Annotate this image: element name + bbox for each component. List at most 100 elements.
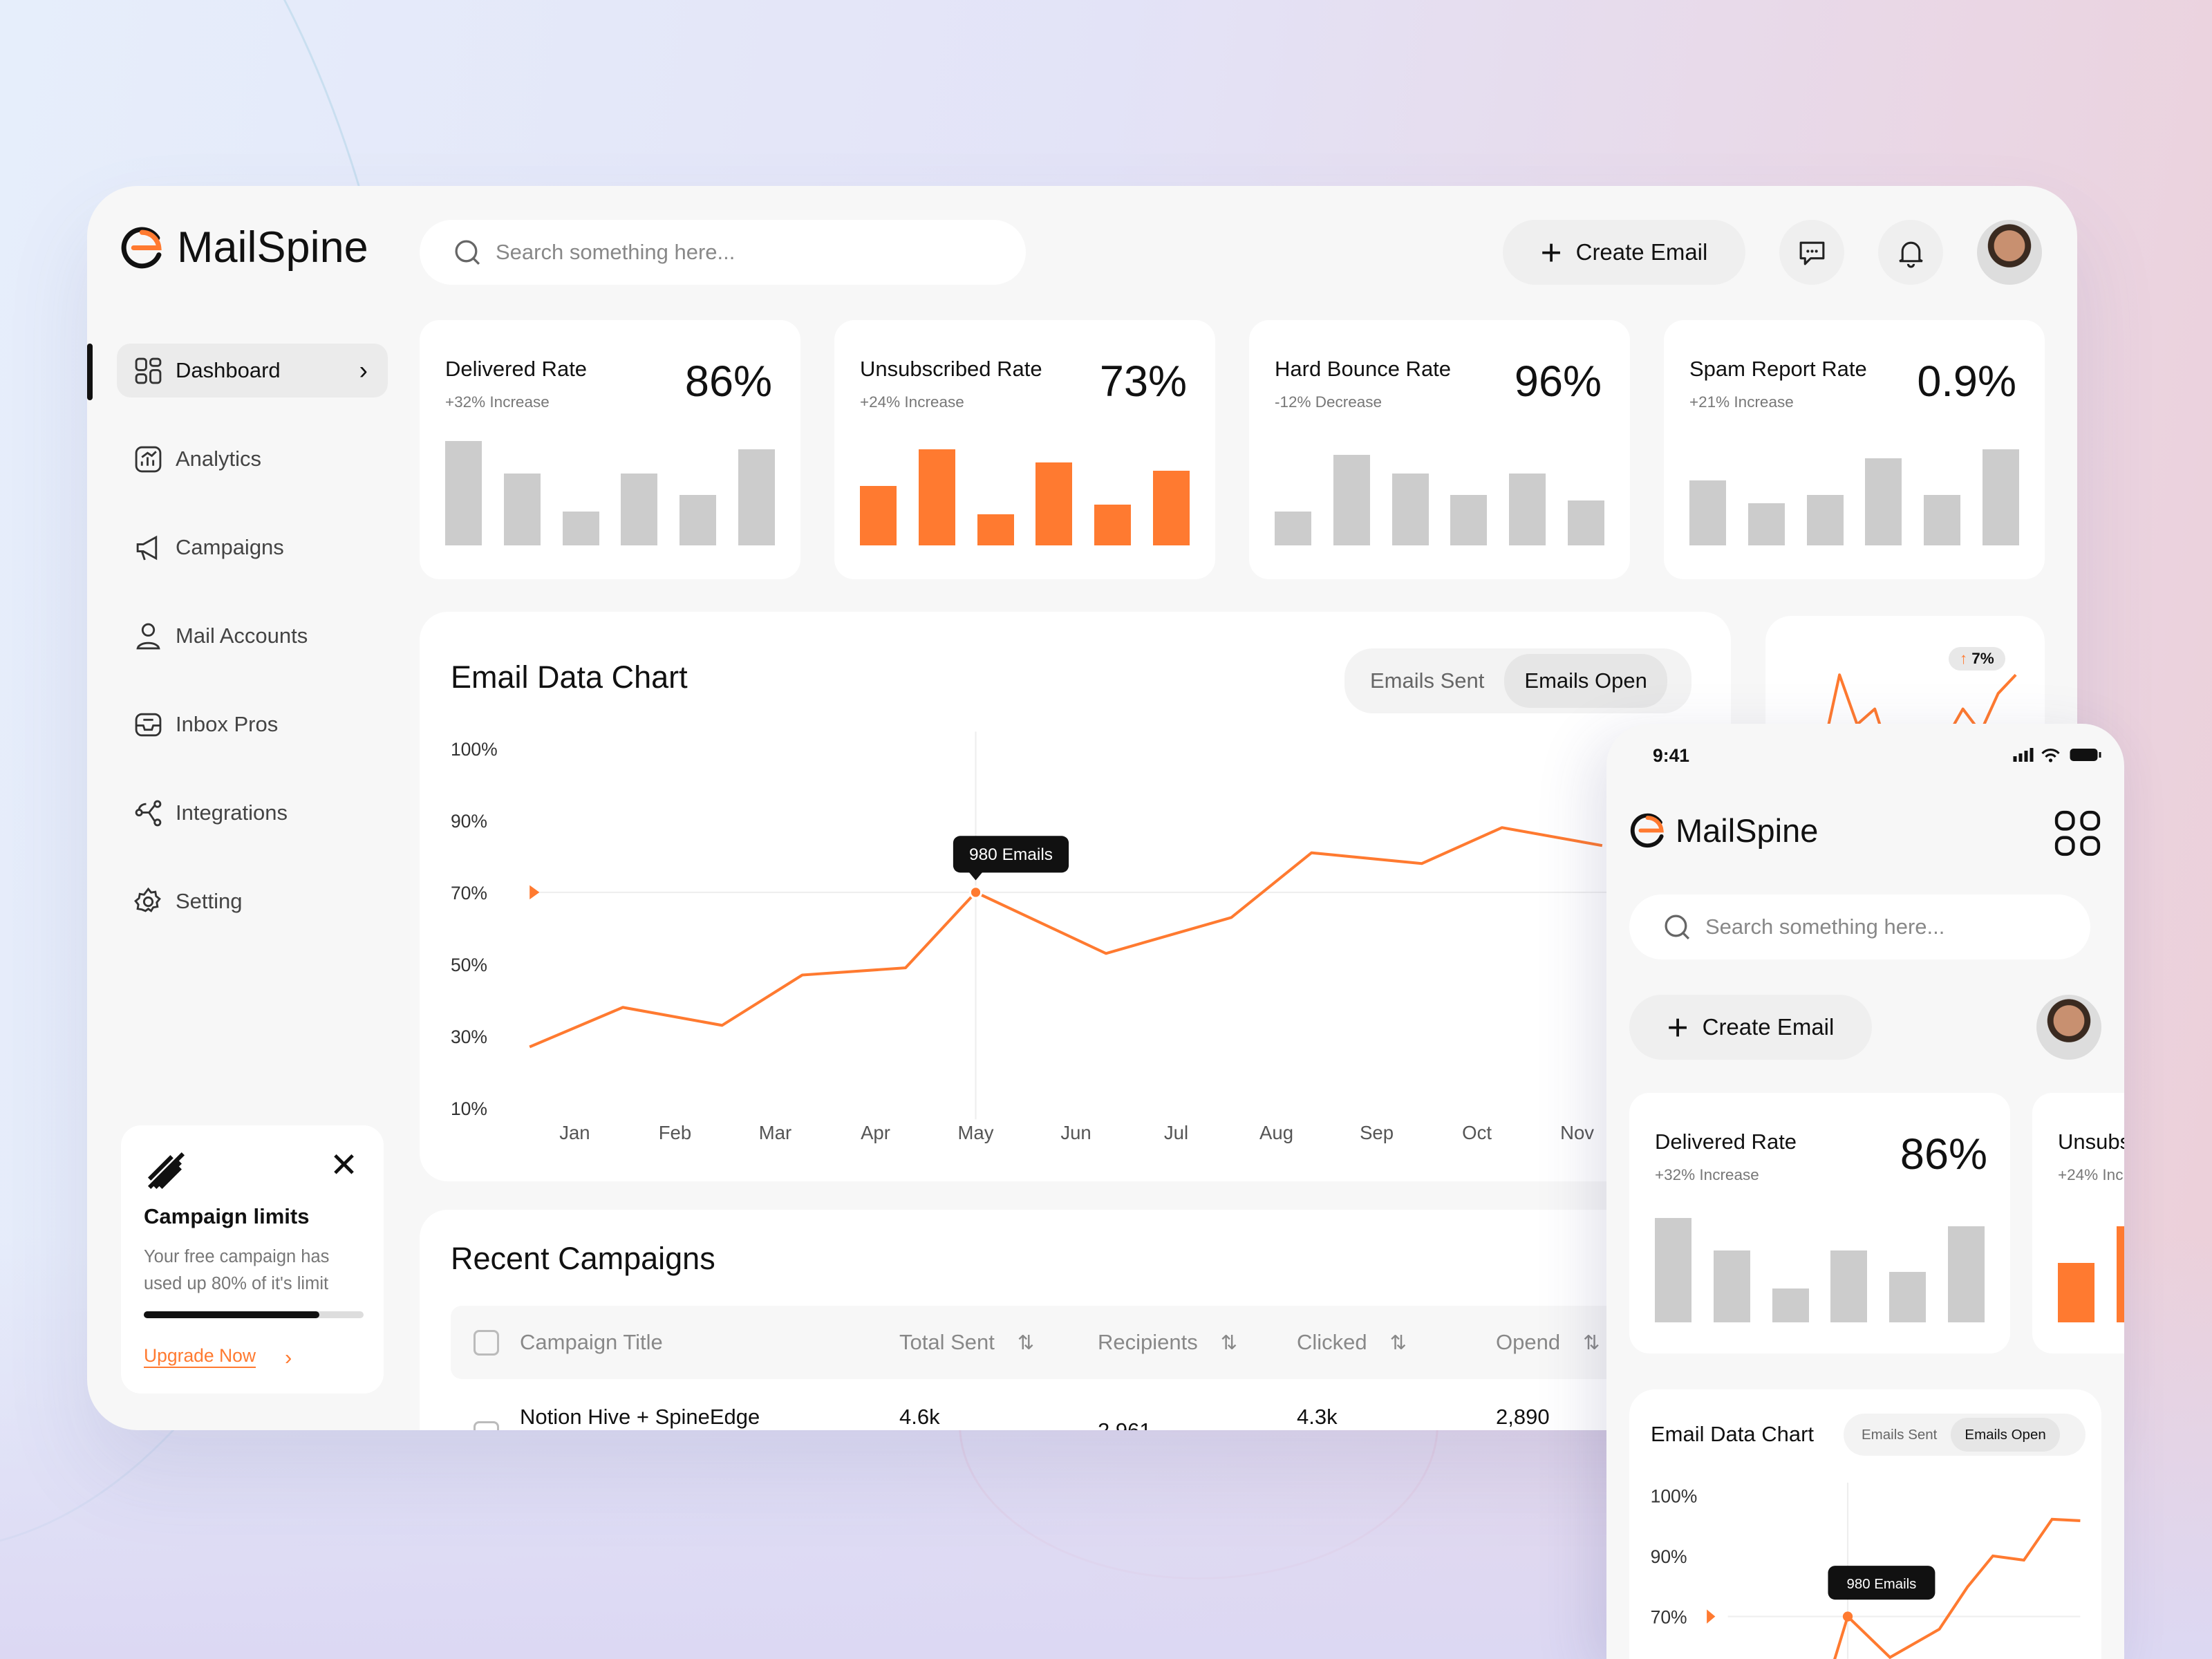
sidebar-item-analytics[interactable]: Analytics — [117, 432, 388, 486]
sidebar-item-label: Campaigns — [176, 535, 284, 559]
mobile-create-email-button[interactable]: + Create Email — [1629, 995, 1872, 1060]
sidebar-item-setting[interactable]: Setting — [117, 874, 388, 928]
brand-name: MailSpine — [1676, 812, 1819, 849]
create-email-button[interactable]: + Create Email — [1503, 220, 1745, 285]
chart-bar — [1747, 503, 1785, 545]
active-point[interactable] — [1842, 1611, 1853, 1622]
promo-text: Your free campaign has used up 80% of it… — [144, 1247, 330, 1293]
chart-bar — [1689, 480, 1726, 545]
sidebar-item-integrations[interactable]: Integrations — [117, 786, 388, 840]
tooltip-label: 980 Emails — [969, 845, 1053, 864]
active-point[interactable] — [968, 885, 983, 899]
chart-bar — [1333, 455, 1370, 545]
menu-grid-icon[interactable] — [2054, 809, 2101, 857]
chart-bar — [918, 449, 955, 545]
analytics-icon — [135, 446, 162, 472]
select-all-checkbox[interactable] — [474, 1330, 499, 1356]
sidebar-item-label: Mail Accounts — [176, 624, 308, 648]
plus-icon: + — [1667, 1006, 1689, 1048]
kpi-title: Unsubscribed Rate — [860, 357, 1042, 381]
sort-icon[interactable]: ⇅ — [1583, 1331, 1600, 1354]
chart-bar — [1865, 458, 1902, 545]
sidebar-item-inbox-pros[interactable]: Inbox Pros — [117, 697, 388, 751]
column-header[interactable]: Total Sent ⇅ — [899, 1306, 1034, 1379]
sidebar-item-label: Analytics — [176, 447, 262, 471]
mobile-preview: 9:41 MailSpine Search something here... … — [1606, 724, 2124, 1659]
tab-emails-open[interactable]: Emails Open — [1951, 1418, 2060, 1452]
chart-bar — [1772, 1288, 1809, 1322]
tooltip — [953, 836, 1069, 873]
x-tick-label: Feb — [659, 1122, 691, 1143]
mobile-avatar[interactable] — [2036, 995, 2101, 1060]
y-tick-label: 30% — [451, 1027, 487, 1047]
y-tick-label: 90% — [451, 811, 487, 832]
chart-bar — [2117, 1226, 2124, 1322]
y-tick-label: 70% — [1651, 1607, 1687, 1628]
chat-icon — [1799, 241, 1824, 265]
tab-emails-sent[interactable]: Emails Sent — [1862, 1426, 1938, 1443]
mobile-logo[interactable]: MailSpine — [1628, 811, 1818, 850]
column-header[interactable]: Clicked ⇅ — [1297, 1306, 1407, 1379]
kpi-title: Unsubscribed Rate — [2058, 1130, 2124, 1154]
sidebar-item-label: Dashboard — [176, 358, 281, 382]
chart-bar — [1830, 1250, 1868, 1322]
chart-bar — [1509, 473, 1546, 545]
search-input[interactable]: Search something here... — [420, 220, 1026, 285]
logo-icon — [121, 227, 162, 268]
x-tick-label: May — [958, 1122, 994, 1143]
mobile-chart-card: 100% 90% 70% 980 Emails Email Data Chart Em… — [1629, 1389, 2101, 1659]
chart-bar — [738, 449, 775, 545]
mobile-search-input[interactable]: Search something here... — [1629, 894, 2090, 959]
avatar[interactable] — [1977, 220, 2042, 285]
column-header[interactable]: Campaign Title — [520, 1306, 663, 1379]
column-label: Campaign Title — [520, 1330, 663, 1354]
x-tick-label: Aug — [1259, 1122, 1293, 1143]
tooltip-label: 980 Emails — [1847, 1577, 1917, 1592]
sort-icon[interactable]: ⇅ — [1220, 1331, 1238, 1354]
chart-bar — [621, 473, 658, 545]
x-tick-label: Apr — [861, 1122, 890, 1143]
tab-emails-open[interactable]: Emails Open — [1504, 654, 1667, 708]
kpi-title: Hard Bounce Rate — [1275, 357, 1452, 381]
x-tick-label: Sep — [1360, 1122, 1394, 1143]
y-tick-label: 100% — [1651, 1485, 1698, 1506]
logo-icon — [1630, 813, 1664, 848]
sidebar-item-campaigns[interactable]: Campaigns — [117, 521, 388, 574]
chat-button[interactable] — [1779, 220, 1844, 285]
chart-bar — [1806, 494, 1844, 545]
chart-bar — [1152, 470, 1190, 545]
sidebar-item-mail-accounts[interactable]: Mail Accounts — [117, 609, 388, 663]
mobile-chart-tabs: Emails Sent Emails Open — [1844, 1414, 2086, 1456]
rocket-icon — [147, 1152, 185, 1190]
chevron-right-icon: › — [359, 356, 368, 384]
kpi-subtitle: +21% Increase — [1689, 393, 1794, 411]
chart-tabs: Emails Sent Emails Open — [1344, 648, 1691, 713]
usage-progress — [144, 1311, 364, 1318]
column-header[interactable]: Opend ⇅ — [1496, 1306, 1600, 1379]
x-tick-label: Jul — [1164, 1122, 1188, 1143]
logo[interactable]: MailSpine — [118, 223, 368, 272]
x-tick-label: Mar — [759, 1122, 791, 1143]
tab-emails-sent[interactable]: Emails Sent — [1370, 668, 1485, 693]
gear-icon — [134, 887, 161, 912]
kpi-subtitle: +24% Increase — [860, 393, 964, 411]
notifications-button[interactable] — [1878, 220, 1943, 285]
promo-title: Campaign limits — [144, 1204, 310, 1228]
kpi-title: Delivered Rate — [1655, 1130, 1797, 1154]
plus-icon: + — [1540, 232, 1562, 273]
kpi-card: Hard Bounce Rate -12% Decrease 96% — [1249, 320, 1630, 579]
x-tick-label: Jun — [1060, 1122, 1091, 1143]
kpi-card: Unsubscribed Rate +24% Increase 73% — [834, 320, 1215, 579]
column-header[interactable]: Recipients ⇅ — [1098, 1306, 1237, 1379]
sort-icon[interactable]: ⇅ — [1017, 1331, 1035, 1354]
campaign-limits-card: ✕ Campaign limits Your free campaign has… — [121, 1125, 384, 1394]
sort-icon[interactable]: ⇅ — [1389, 1331, 1407, 1354]
close-icon[interactable]: ✕ — [329, 1147, 358, 1184]
upgrade-now-link[interactable]: Upgrade Now — [144, 1345, 256, 1368]
search-icon — [1665, 914, 1690, 939]
integrations-icon — [135, 800, 162, 826]
search-placeholder: Search something here... — [1705, 915, 1945, 939]
inbox-icon — [135, 713, 162, 736]
row-checkbox[interactable] — [474, 1421, 499, 1430]
sidebar-item-dashboard[interactable]: Dashboard › — [117, 344, 388, 397]
